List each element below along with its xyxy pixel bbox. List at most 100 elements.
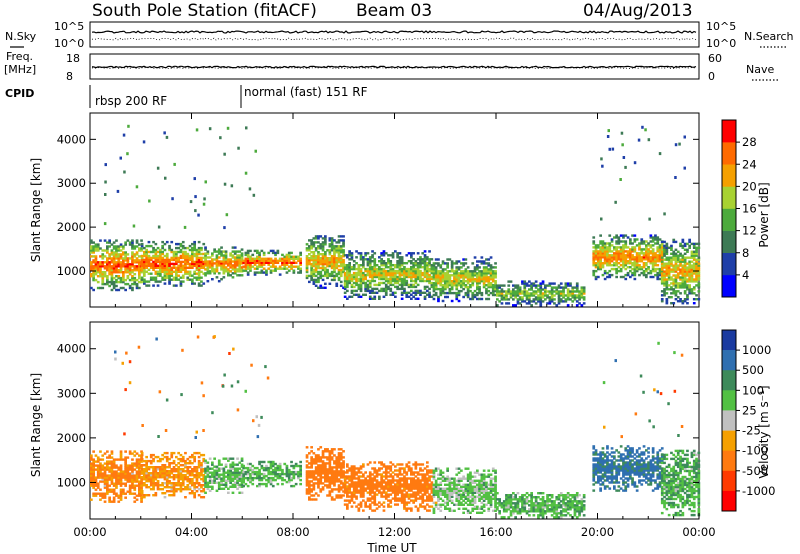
echo-cell: [348, 467, 351, 470]
echo-cell: [156, 468, 160, 471]
echo-cell: [138, 488, 141, 491]
echo-cell: [223, 152, 226, 156]
echo-cell: [108, 271, 111, 274]
echo-cell: [695, 280, 698, 283]
echo-cell: [128, 452, 132, 455]
echo-cell: [233, 471, 237, 474]
echo-cell: [308, 249, 311, 252]
echo-cell: [582, 286, 586, 289]
echo-cell: [557, 300, 561, 303]
echo-cell: [619, 240, 623, 243]
echo-cell: [328, 243, 332, 246]
echo-cell: [177, 258, 180, 262]
echo-cell: [287, 470, 291, 474]
echo-cell: [352, 275, 356, 279]
echo-cell: [90, 464, 93, 467]
echo-cell: [398, 279, 402, 283]
echo-cell: [382, 271, 386, 275]
echo-cell: [615, 271, 618, 275]
echo-cell: [410, 285, 413, 289]
echo-cell: [168, 258, 171, 262]
echo-cell: [339, 480, 343, 483]
echo-cell: [624, 277, 628, 281]
echo-cell: [231, 254, 235, 257]
echo-cell: [649, 236, 653, 239]
echo-cell: [559, 300, 563, 303]
echo-cell: [683, 298, 687, 301]
echo-cell: [342, 260, 345, 264]
echo-cell: [246, 462, 250, 466]
echo-cell: [197, 278, 201, 281]
echo-cell: [665, 284, 669, 287]
echo-cell: [437, 264, 440, 267]
echo-cell: [337, 245, 341, 248]
echo-cell: [473, 274, 477, 277]
echo-cell: [188, 455, 192, 459]
echo-cell: [188, 488, 192, 491]
echo-cell: [663, 282, 666, 285]
echo-cell: [437, 278, 440, 281]
echo-cell: [324, 274, 327, 278]
echo-cell: [135, 452, 139, 455]
echo-cell: [350, 477, 354, 480]
echo-cell: [471, 270, 475, 273]
echo-cell: [480, 276, 484, 279]
echo-cell: [312, 280, 316, 284]
echo-cell: [603, 252, 607, 255]
echo-cell: [455, 266, 459, 269]
echo-cell: [335, 282, 339, 285]
echo-cell: [92, 259, 95, 262]
echo-cell: [200, 258, 203, 262]
echo-cell: [312, 478, 316, 481]
echo-cell: [195, 468, 199, 471]
echo-cell: [204, 459, 207, 462]
echo-cell: [373, 269, 377, 273]
echo-cell: [319, 464, 323, 467]
echo-cell: [566, 296, 570, 299]
echo-cell: [597, 266, 600, 269]
echo-cell: [124, 456, 127, 459]
echo-cell: [337, 276, 341, 280]
echo-cell: [380, 252, 383, 255]
echo-cell: [204, 461, 207, 464]
echo-cell: [441, 268, 445, 271]
echo-cell: [346, 267, 349, 271]
echo-cell: [441, 280, 445, 283]
echo-cell: [193, 484, 196, 487]
echo-cell: [606, 254, 609, 257]
echo-cell: [147, 258, 151, 262]
echo-cell: [534, 292, 538, 295]
echo-cell: [149, 453, 153, 457]
echo-cell: [217, 483, 221, 486]
echo-cell: [530, 292, 533, 295]
echo-cell: [346, 495, 349, 498]
echo-cell: [119, 496, 123, 499]
echo-cell: [610, 240, 614, 243]
echo-cell: [161, 476, 164, 479]
echo-cell: [670, 296, 673, 299]
echo-cell: [350, 495, 354, 498]
echo-cell: [236, 475, 239, 478]
echo-cell: [262, 472, 266, 476]
echo-cell: [200, 284, 203, 287]
echo-cell: [663, 250, 666, 253]
echo-cell: [649, 240, 653, 243]
echo-cell: [626, 260, 630, 263]
echo-cell: [224, 262, 228, 265]
echo-cell: [537, 284, 540, 287]
echo-cell: [626, 262, 630, 265]
echo-cell: [679, 252, 682, 255]
echo-cell: [246, 263, 250, 266]
echo-cell: [108, 456, 111, 459]
echo-cell: [124, 484, 127, 487]
echo-cell: [441, 287, 445, 291]
echo-cell: [310, 264, 313, 268]
echo-cell: [674, 274, 678, 277]
echo-cell: [213, 465, 216, 468]
echo-cell: [215, 262, 219, 265]
echo-cell: [108, 269, 111, 272]
echo-cell: [240, 475, 244, 478]
echo-cell: [238, 262, 242, 265]
echo-cell: [290, 484, 293, 488]
echo-cell: [240, 481, 244, 484]
